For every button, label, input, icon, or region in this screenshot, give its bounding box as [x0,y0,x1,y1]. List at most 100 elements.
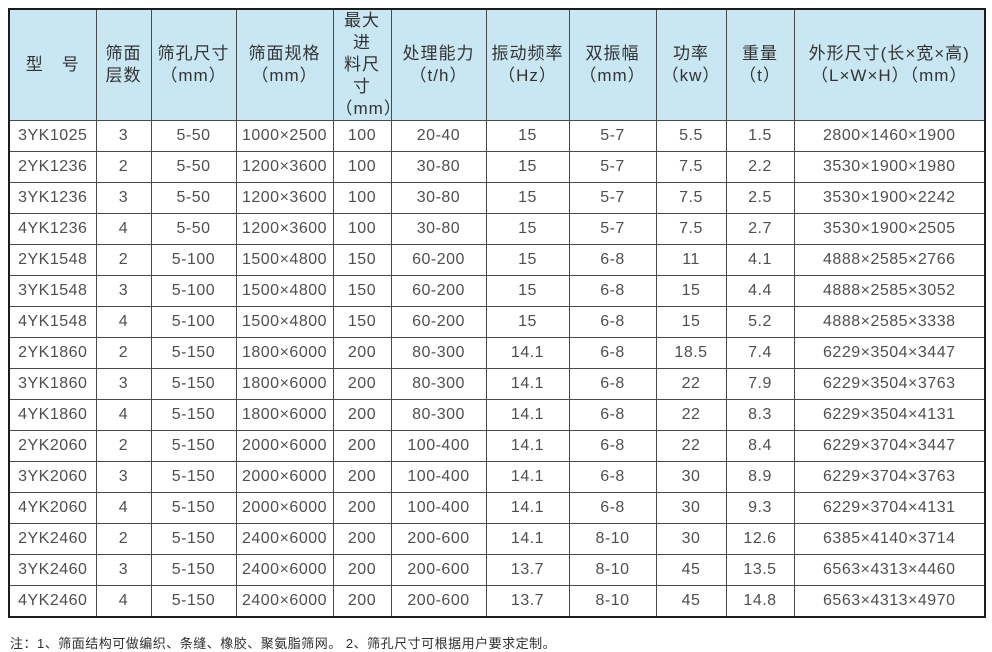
table-row: 3YK1025 3 5-50 1000×2500 100 20-40 15 5-7 5.5 1.5… [8,120,986,153]
cell-deck-count: 3 [95,275,152,308]
cell-screen-size: 1500×4800 [235,244,334,277]
cell-weight: 7.9 [725,368,795,401]
cell-frequency: 14.1 [485,523,570,556]
table-row: 3YK2060 3 5-150 2000×6000 200 100-400 14.1 6-8 3… [8,461,986,494]
header-row: 型 号 筛面 层数 筛孔尺寸 （mm） 筛面规格 （mm） 最大进 料尺寸 （m… [8,8,986,122]
cell-frequency: 15 [485,275,570,308]
col-header-capacity: 处理能力 （t/h） [390,8,487,122]
cell-mesh-size: 5-150 [150,461,237,494]
cell-frequency: 14.1 [485,368,570,401]
cell-deck-count: 2 [95,244,152,277]
cell-capacity: 60-200 [390,306,487,339]
cell-capacity: 100-400 [390,430,487,463]
cell-dimensions: 6563×4313×4460 [793,554,986,587]
cell-mesh-size: 5-150 [150,399,237,432]
cell-model: 3YK1860 [8,368,97,401]
table-row: 4YK2060 4 5-150 2000×6000 200 100-400 14.1 6-8 3… [8,492,986,525]
cell-power: 22 [655,368,727,401]
col-header-max-feed: 最大进 料尺寸 （mm） [332,8,392,122]
cell-model: 3YK2060 [8,461,97,494]
cell-dimensions: 6229×3704×4131 [793,492,986,525]
cell-model: 4YK1860 [8,399,97,432]
cell-screen-size: 1200×3600 [235,182,334,215]
cell-weight: 5.2 [725,306,795,339]
col-header-mesh-size: 筛孔尺寸 （mm） [150,8,237,122]
cell-frequency: 14.1 [485,461,570,494]
table-body: 3YK1025 3 5-50 1000×2500 100 20-40 15 5-7 5.5 1.5… [8,120,986,618]
cell-frequency: 14.1 [485,337,570,370]
cell-screen-size: 1000×2500 [235,120,334,153]
cell-power: 22 [655,399,727,432]
cell-power: 30 [655,523,727,556]
spec-sheet: 型 号 筛面 层数 筛孔尺寸 （mm） 筛面规格 （mm） 最大进 料尺寸 （m… [8,8,986,652]
cell-deck-count: 4 [95,399,152,432]
table-row: 4YK1236 4 5-50 1200×3600 100 30-80 15 5-7 7.5 2.7… [8,213,986,246]
cell-deck-count: 3 [95,461,152,494]
cell-amplitude: 5-7 [568,151,657,184]
cell-amplitude: 8-10 [568,554,657,587]
cell-deck-count: 2 [95,430,152,463]
cell-model: 3YK1025 [8,120,97,153]
footnote: 注：1、筛面结构可做编织、条缝、橡胶、聚氨脂筛网。 2、筛孔尺寸可根据用户要求定… [10,636,557,652]
col-header-power: 功率 （kw） [655,8,727,122]
cell-capacity: 100-400 [390,492,487,525]
cell-power: 22 [655,430,727,463]
cell-power: 7.5 [655,182,727,215]
cell-screen-size: 1200×3600 [235,213,334,246]
cell-max-feed: 200 [332,368,392,401]
cell-max-feed: 150 [332,275,392,308]
col-header-model: 型 号 [8,8,97,122]
cell-model: 4YK2060 [8,492,97,525]
cell-deck-count: 3 [95,368,152,401]
cell-dimensions: 6229×3504×4131 [793,399,986,432]
cell-dimensions: 3530×1900×2242 [793,182,986,215]
cell-amplitude: 6-8 [568,275,657,308]
cell-screen-size: 2400×6000 [235,554,334,587]
cell-max-feed: 200 [332,430,392,463]
cell-capacity: 20-40 [390,120,487,153]
col-header-screen-size: 筛面规格 （mm） [235,8,334,122]
cell-mesh-size: 5-150 [150,554,237,587]
cell-dimensions: 2800×1460×1900 [793,120,986,153]
cell-mesh-size: 5-150 [150,430,237,463]
cell-frequency: 14.1 [485,430,570,463]
cell-capacity: 30-80 [390,151,487,184]
cell-weight: 1.5 [725,120,795,153]
cell-weight: 2.7 [725,213,795,246]
cell-capacity: 200-600 [390,523,487,556]
cell-dimensions: 4888×2585×3052 [793,275,986,308]
cell-mesh-size: 5-50 [150,182,237,215]
cell-screen-size: 1800×6000 [235,399,334,432]
cell-weight: 2.5 [725,182,795,215]
cell-weight: 4.4 [725,275,795,308]
cell-frequency: 15 [485,213,570,246]
cell-mesh-size: 5-50 [150,213,237,246]
cell-model: 2YK1860 [8,337,97,370]
cell-power: 30 [655,492,727,525]
table-row: 2YK1548 2 5-100 1500×4800 150 60-200 15 6-8 11 4.… [8,244,986,277]
table-row: 3YK1860 3 5-150 1800×6000 200 80-300 14.1 6-8 22… [8,368,986,401]
cell-frequency: 15 [485,306,570,339]
cell-mesh-size: 5-100 [150,244,237,277]
cell-max-feed: 200 [332,492,392,525]
cell-mesh-size: 5-150 [150,492,237,525]
cell-model: 4YK1548 [8,306,97,339]
cell-max-feed: 200 [332,337,392,370]
cell-amplitude: 5-7 [568,182,657,215]
cell-power: 15 [655,306,727,339]
cell-amplitude: 6-8 [568,399,657,432]
table-row: 4YK1860 4 5-150 1800×6000 200 80-300 14.1 6-8 22… [8,399,986,432]
cell-dimensions: 4888×2585×3338 [793,306,986,339]
cell-power: 7.5 [655,213,727,246]
cell-frequency: 15 [485,151,570,184]
cell-dimensions: 6385×4140×3714 [793,523,986,556]
cell-deck-count: 3 [95,120,152,153]
cell-amplitude: 6-8 [568,430,657,463]
cell-weight: 12.6 [725,523,795,556]
cell-mesh-size: 5-100 [150,275,237,308]
cell-dimensions: 4888×2585×2766 [793,244,986,277]
cell-deck-count: 4 [95,306,152,339]
col-header-deck-count: 筛面 层数 [95,8,152,122]
table-row: 2YK2060 2 5-150 2000×6000 200 100-400 14.1 6-8 2… [8,430,986,463]
table-row: 2YK2460 2 5-150 2400×6000 200 200-600 14.1 8-10… [8,523,986,556]
